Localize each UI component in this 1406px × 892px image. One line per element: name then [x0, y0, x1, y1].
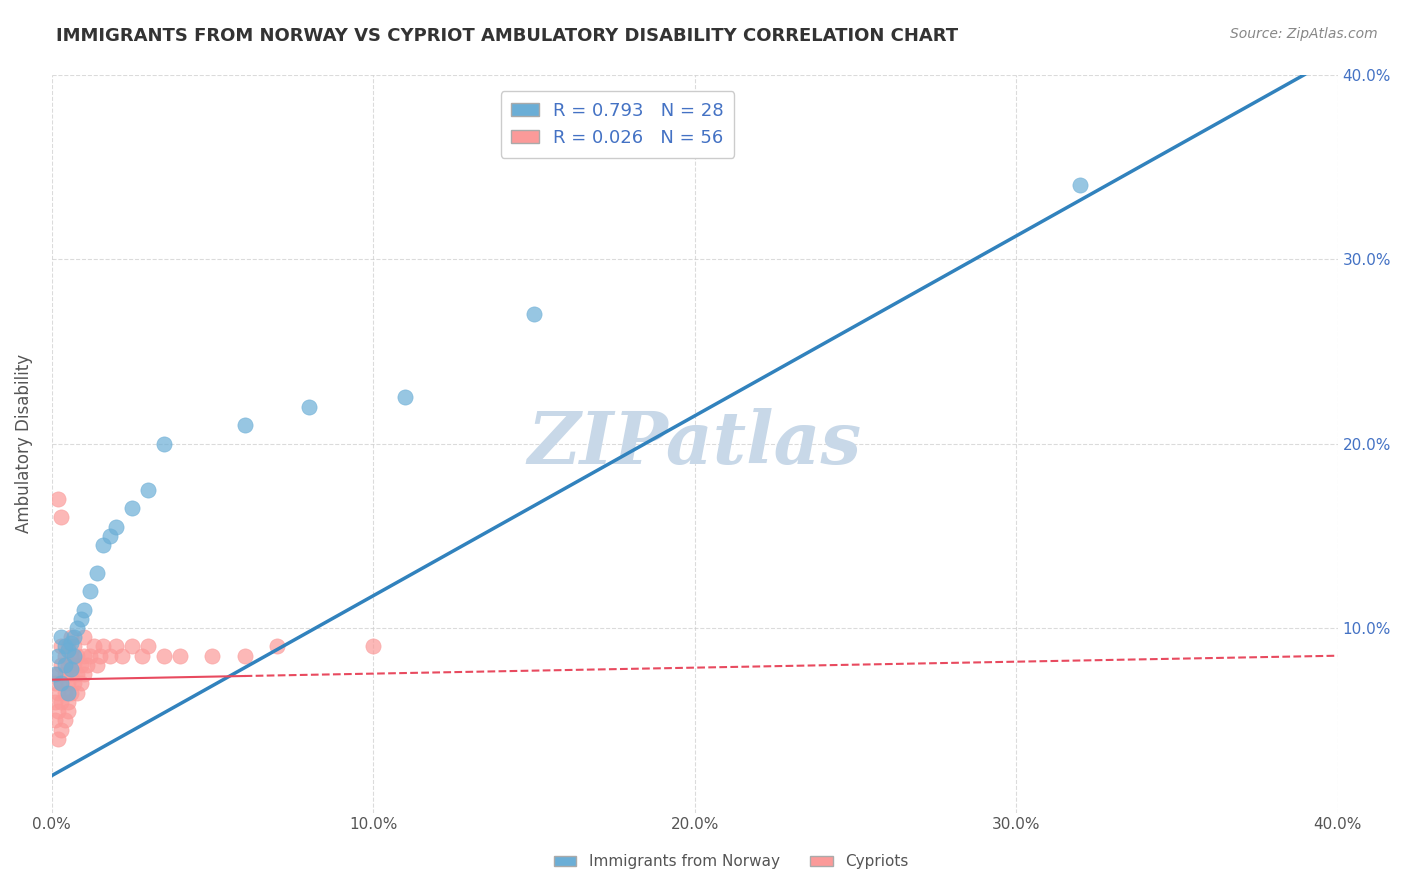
- Point: [53, 657, 76, 672]
- Legend: Immigrants from Norway, Cypriots: Immigrants from Norway, Cypriots: [547, 848, 915, 875]
- Point: [73, 602, 96, 616]
- Point: [46, 667, 69, 681]
- Point: [51, 657, 73, 672]
- Point: [83, 640, 105, 654]
- Point: [44, 695, 66, 709]
- Point: [63, 648, 86, 663]
- Point: [60, 662, 83, 676]
- Point: [69, 612, 91, 626]
- Point: [98, 529, 121, 543]
- Point: [169, 648, 191, 663]
- Point: [233, 648, 256, 663]
- Point: [131, 648, 153, 663]
- Point: [91, 640, 114, 654]
- Point: [53, 713, 76, 727]
- Point: [63, 676, 86, 690]
- Point: [69, 657, 91, 672]
- Point: [44, 667, 66, 681]
- Point: [69, 676, 91, 690]
- Point: [56, 640, 79, 654]
- Point: [53, 648, 76, 663]
- Point: [121, 640, 143, 654]
- Point: [76, 657, 98, 672]
- Point: [111, 648, 134, 663]
- Point: [63, 640, 86, 654]
- Point: [46, 491, 69, 506]
- Point: [44, 713, 66, 727]
- Point: [266, 640, 288, 654]
- Point: [53, 667, 76, 681]
- Point: [1069, 178, 1091, 193]
- Point: [56, 695, 79, 709]
- Point: [46, 685, 69, 699]
- Point: [66, 667, 89, 681]
- Point: [73, 648, 96, 663]
- Point: [361, 640, 384, 654]
- Point: [51, 640, 73, 654]
- Point: [51, 695, 73, 709]
- Point: [153, 436, 176, 450]
- Point: [53, 640, 76, 654]
- Text: Source: ZipAtlas.com: Source: ZipAtlas.com: [1230, 27, 1378, 41]
- Point: [56, 704, 79, 718]
- Point: [79, 648, 101, 663]
- Point: [523, 307, 546, 321]
- Point: [153, 648, 176, 663]
- Point: [51, 630, 73, 644]
- Point: [63, 657, 86, 672]
- Point: [66, 648, 89, 663]
- Point: [60, 636, 83, 650]
- Point: [51, 510, 73, 524]
- Point: [394, 391, 416, 405]
- Point: [56, 676, 79, 690]
- Point: [66, 621, 89, 635]
- Point: [56, 643, 79, 657]
- Point: [86, 657, 108, 672]
- Text: ZIPatlas: ZIPatlas: [527, 408, 862, 479]
- Point: [121, 501, 143, 516]
- Point: [46, 704, 69, 718]
- Y-axis label: Ambulatory Disability: Ambulatory Disability: [15, 354, 32, 533]
- Point: [105, 519, 128, 533]
- Point: [44, 676, 66, 690]
- Point: [60, 667, 83, 681]
- Point: [86, 566, 108, 580]
- Point: [136, 640, 159, 654]
- Point: [233, 418, 256, 433]
- Point: [66, 685, 89, 699]
- Point: [105, 640, 128, 654]
- Point: [79, 584, 101, 599]
- Point: [136, 483, 159, 497]
- Legend: R = 0.793   N = 28, R = 0.026   N = 56: R = 0.793 N = 28, R = 0.026 N = 56: [501, 91, 734, 158]
- Point: [298, 400, 321, 414]
- Point: [60, 648, 83, 663]
- Point: [60, 630, 83, 644]
- Point: [201, 648, 224, 663]
- Point: [98, 648, 121, 663]
- Point: [46, 648, 69, 663]
- Point: [89, 648, 111, 663]
- Point: [53, 685, 76, 699]
- Text: IMMIGRANTS FROM NORWAY VS CYPRIOT AMBULATORY DISABILITY CORRELATION CHART: IMMIGRANTS FROM NORWAY VS CYPRIOT AMBULA…: [56, 27, 959, 45]
- Point: [63, 630, 86, 644]
- Point: [51, 676, 73, 690]
- Point: [56, 685, 79, 699]
- Point: [73, 667, 96, 681]
- Point: [91, 538, 114, 552]
- Point: [51, 723, 73, 737]
- Point: [46, 731, 69, 746]
- Point: [73, 630, 96, 644]
- Point: [60, 685, 83, 699]
- Point: [51, 676, 73, 690]
- Point: [56, 657, 79, 672]
